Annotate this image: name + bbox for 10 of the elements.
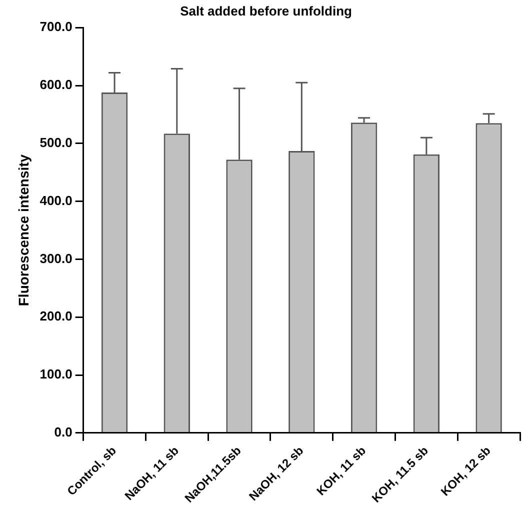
chart-title: Salt added before unfolding [180,3,352,18]
y-tick-label: 200.0 [40,308,72,324]
y-tick-label: 100.0 [40,366,72,382]
y-axis-title: Fluorescence intensity [15,154,32,306]
y-tick-label: 500.0 [40,134,72,150]
y-tick-label: 400.0 [40,192,72,208]
y-tick-label: 700.0 [40,19,72,34]
y-tick-label: 300.0 [40,250,72,266]
y-tick-label: 600.0 [40,77,72,92]
y-tick-label: 0.0 [54,424,72,440]
